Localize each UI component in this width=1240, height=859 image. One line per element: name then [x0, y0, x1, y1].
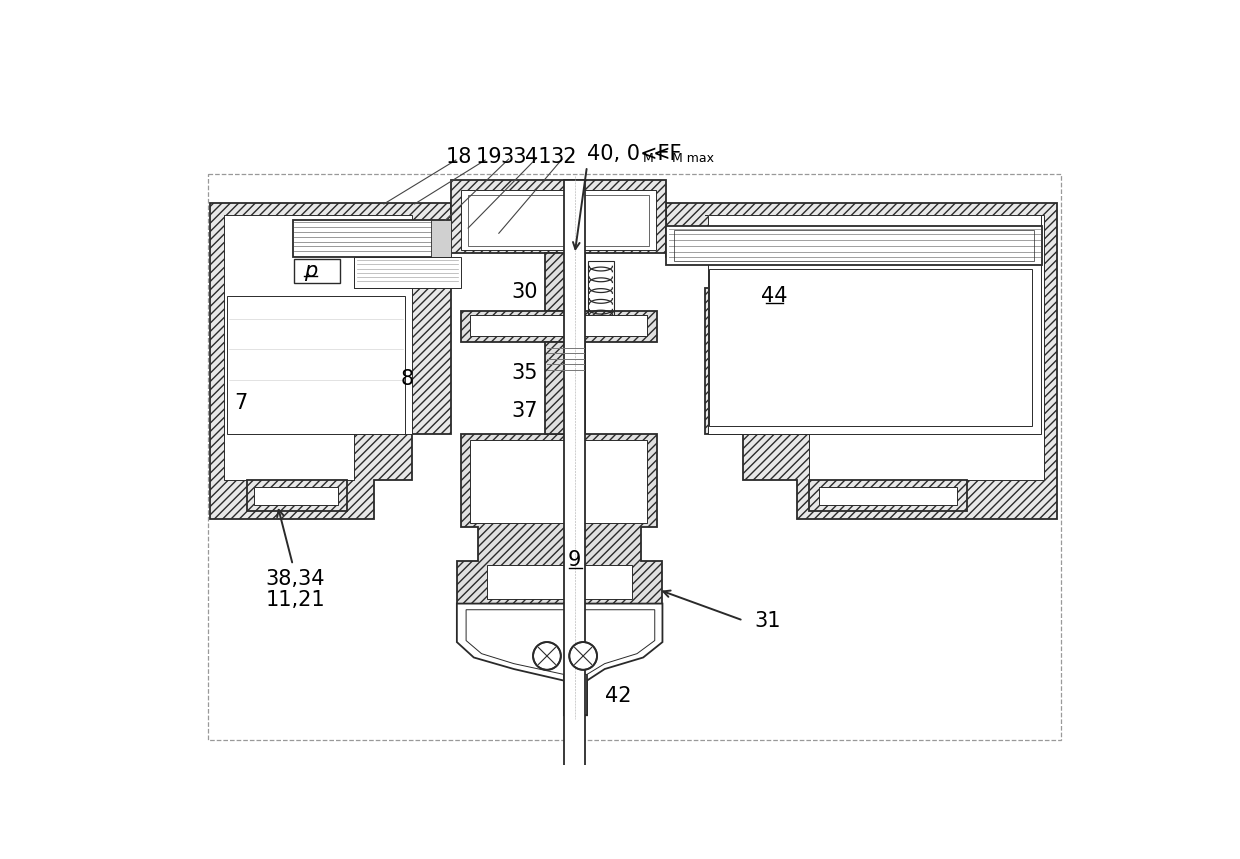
Bar [708, 215, 1040, 434]
Bar [254, 486, 337, 505]
Text: 9: 9 [568, 551, 582, 570]
Text: 41: 41 [526, 147, 552, 167]
Bar [470, 441, 647, 523]
Polygon shape [355, 257, 461, 288]
Text: 33: 33 [501, 147, 527, 167]
Text: 32: 32 [551, 147, 577, 167]
Bar [588, 261, 614, 315]
Text: 8: 8 [401, 369, 413, 389]
Bar [708, 215, 1040, 434]
Polygon shape [450, 180, 666, 277]
Text: 18: 18 [445, 147, 471, 167]
Bar [675, 230, 1034, 261]
Text: 7: 7 [234, 393, 248, 413]
Text: p: p [304, 261, 317, 281]
Bar [293, 220, 450, 257]
Polygon shape [666, 204, 1058, 519]
Bar [469, 196, 649, 246]
Bar [570, 315, 647, 337]
Bar [564, 619, 587, 716]
Text: 30: 30 [511, 282, 538, 302]
Text: 37: 37 [511, 401, 538, 421]
Polygon shape [456, 434, 662, 619]
Polygon shape [461, 311, 657, 342]
Polygon shape [466, 610, 655, 674]
Polygon shape [704, 215, 1044, 480]
Bar [208, 174, 1061, 740]
Text: 31: 31 [755, 611, 781, 631]
Text: 42: 42 [605, 686, 632, 706]
Polygon shape [247, 480, 347, 511]
Text: M: M [644, 152, 653, 165]
Polygon shape [223, 215, 412, 480]
Polygon shape [211, 204, 450, 519]
Polygon shape [546, 342, 585, 434]
Text: 35: 35 [511, 362, 538, 382]
Bar [470, 315, 647, 337]
Circle shape [533, 642, 560, 670]
Text: 44: 44 [761, 285, 787, 306]
Bar [564, 180, 585, 792]
Bar [294, 259, 340, 283]
Polygon shape [456, 604, 662, 716]
Text: 40, 0<F: 40, 0<F [587, 144, 670, 164]
Text: 19: 19 [476, 147, 502, 167]
Bar [227, 295, 404, 434]
Bar [487, 565, 631, 599]
Text: 11,21: 11,21 [265, 590, 325, 610]
Text: 38,34: 38,34 [265, 569, 325, 589]
Bar [666, 226, 1042, 265]
Text: M max: M max [672, 152, 714, 165]
Bar [432, 220, 450, 257]
Text: <F: <F [652, 144, 682, 164]
Polygon shape [808, 480, 967, 511]
Circle shape [569, 642, 596, 670]
Bar [708, 269, 1032, 426]
Bar [818, 486, 957, 505]
Polygon shape [546, 253, 585, 311]
Bar [461, 190, 656, 250]
